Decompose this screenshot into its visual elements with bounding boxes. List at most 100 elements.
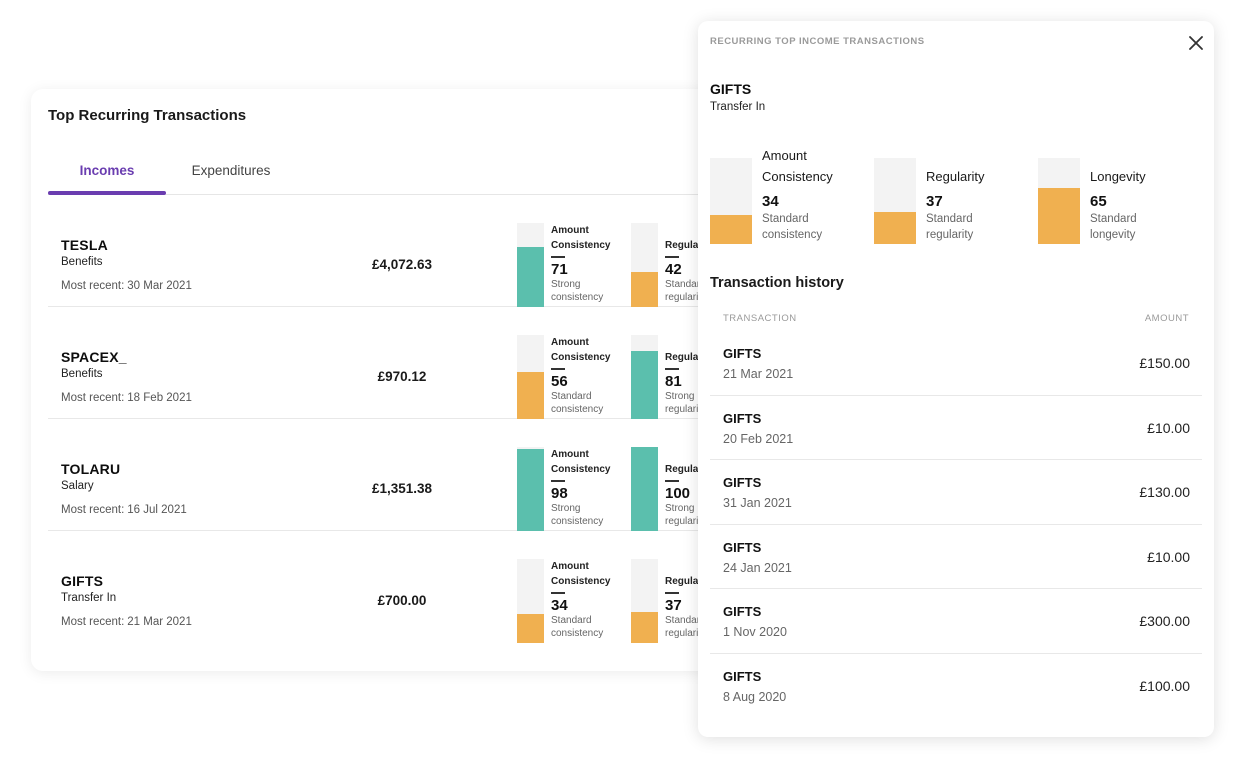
metric-score: 37 [665, 597, 682, 614]
score-bar [517, 447, 544, 531]
most-recent-date: Most recent: 16 Jul 2021 [61, 504, 187, 516]
score-bar [631, 447, 658, 531]
most-recent-value: 18 Feb 2021 [127, 392, 192, 404]
metric-label: Amount [551, 225, 589, 236]
metric-divider [551, 592, 565, 594]
active-tab-indicator [48, 191, 166, 195]
metric-desc-2: consistency [762, 228, 823, 241]
history-date: 31 Jan 2021 [723, 496, 792, 511]
transaction-row[interactable]: TESLA Benefits Most recent: 30 Mar 2021 £… [48, 195, 751, 307]
score-bar-fill [1038, 188, 1080, 244]
metric-score: 34 [762, 193, 779, 210]
metric-desc-2: regulari [665, 515, 699, 527]
recurring-transactions-card: Top Recurring Transactions Incomes Expen… [31, 89, 751, 671]
card-title: Top Recurring Transactions [48, 107, 247, 124]
close-icon [1189, 36, 1203, 50]
metric-divider [665, 256, 679, 258]
transaction-amount: £700.00 [377, 593, 427, 608]
history-header: TRANSACTION AMOUNT [723, 313, 1189, 324]
metric-divider [665, 480, 679, 482]
history-name: GIFTS [723, 346, 762, 361]
metric-desc-2: regularity [926, 228, 974, 241]
metric-label-2: Consistency [551, 576, 611, 587]
history-amount: £300.00 [1139, 613, 1190, 630]
history-list: GIFTS 21 Mar 2021 £150.00 GIFTS 20 Feb 2… [710, 331, 1202, 718]
transaction-category: Benefits [61, 256, 103, 268]
score-bar [874, 158, 916, 244]
tab-bar: Incomes Expenditures [48, 151, 751, 195]
transaction-category: Salary [61, 480, 94, 492]
metric-desc: Strong [551, 279, 581, 290]
score-bar-fill [517, 371, 544, 419]
score-bar [1038, 158, 1080, 244]
metric-score: 100 [665, 485, 691, 502]
close-button[interactable] [1184, 31, 1208, 55]
history-row[interactable]: GIFTS 20 Feb 2021 £10.00 [710, 396, 1202, 461]
metric-desc: Standard [1090, 213, 1137, 225]
most-recent-label: Most recent: [61, 280, 125, 292]
metric-desc: Strong [551, 503, 581, 514]
history-title: Transaction history [710, 275, 844, 291]
metric-label-2: Consistency [551, 464, 611, 475]
history-date: 1 Nov 2020 [723, 625, 787, 640]
metric-label-2: Consistency [551, 240, 611, 251]
tab-expenditures[interactable]: Expenditures [191, 163, 271, 178]
most-recent-label: Most recent: [61, 616, 125, 628]
metric-label: Amount [551, 449, 589, 460]
history-name: GIFTS [723, 539, 762, 555]
transaction-name: GIFTS [61, 573, 104, 589]
transaction-amount: £1,351.38 [371, 481, 433, 496]
most-recent-date: Most recent: 18 Feb 2021 [61, 392, 192, 404]
metric-desc: Strong [665, 391, 695, 402]
history-name: GIFTS [723, 604, 762, 620]
history-date: 20 Feb 2021 [723, 431, 794, 446]
metric-label: Amount [762, 148, 807, 163]
metric-desc-2: regulari [665, 627, 699, 639]
history-row[interactable]: GIFTS 8 Aug 2020 £100.00 [710, 654, 1202, 718]
score-bar-fill [631, 447, 658, 531]
metric-label: Longevity [1090, 169, 1146, 184]
score-bar-fill [517, 448, 544, 531]
history-date: 8 Aug 2020 [723, 689, 787, 704]
most-recent-value: 21 Mar 2021 [127, 616, 192, 628]
metric-divider [665, 368, 679, 370]
transaction-list: TESLA Benefits Most recent: 30 Mar 2021 £… [48, 195, 751, 643]
transaction-row[interactable]: GIFTS Transfer In Most recent: 21 Mar 202… [48, 531, 751, 643]
history-row[interactable]: GIFTS 21 Mar 2021 £150.00 [710, 331, 1202, 396]
history-row[interactable]: GIFTS 24 Jan 2021 £10.00 [710, 525, 1202, 590]
transaction-name: SPACEX_ [61, 349, 127, 365]
metric-score: 34 [551, 597, 568, 614]
history-amount: £10.00 [1147, 548, 1190, 565]
most-recent-label: Most recent: [61, 392, 125, 404]
metric-divider [551, 368, 565, 370]
transaction-row[interactable]: SPACEX_ Benefits Most recent: 18 Feb 2021… [48, 307, 751, 419]
metric-desc: Standar [665, 615, 701, 626]
score-bar-fill [710, 214, 752, 244]
transaction-detail-panel: RECURRING TOP INCOME TRANSACTIONS GIFTS … [698, 21, 1214, 737]
metric-desc-2: consistency [551, 515, 604, 527]
metric-desc: Standard [551, 615, 592, 626]
most-recent-date: Most recent: 21 Mar 2021 [61, 616, 192, 628]
metric-label: Amount [551, 337, 589, 348]
metric-desc-2: regulari [665, 291, 699, 303]
tab-incomes[interactable]: Incomes [79, 163, 135, 178]
metric-divider [551, 480, 565, 482]
score-bar [631, 335, 658, 419]
history-name: GIFTS [723, 410, 762, 426]
metric-score: 37 [926, 193, 943, 210]
transaction-category: Transfer In [61, 592, 117, 604]
transaction-row[interactable]: TOLARU Salary Most recent: 16 Jul 2021 £1… [48, 419, 751, 531]
metric-divider [551, 256, 565, 258]
history-name: GIFTS [723, 475, 762, 491]
panel-kicker: RECURRING TOP INCOME TRANSACTIONS [710, 36, 925, 47]
metric-desc: Standard [926, 213, 973, 225]
metric-score: 56 [551, 373, 568, 390]
score-bar [631, 559, 658, 643]
history-amount: £100.00 [1139, 677, 1190, 694]
score-bar [517, 335, 544, 419]
history-row[interactable]: GIFTS 1 Nov 2020 £300.00 [710, 589, 1202, 654]
history-date: 21 Mar 2021 [723, 367, 794, 381]
metric-label: Regular [665, 464, 703, 475]
history-date: 24 Jan 2021 [723, 560, 792, 575]
history-row[interactable]: GIFTS 31 Jan 2021 £130.00 [710, 460, 1202, 525]
